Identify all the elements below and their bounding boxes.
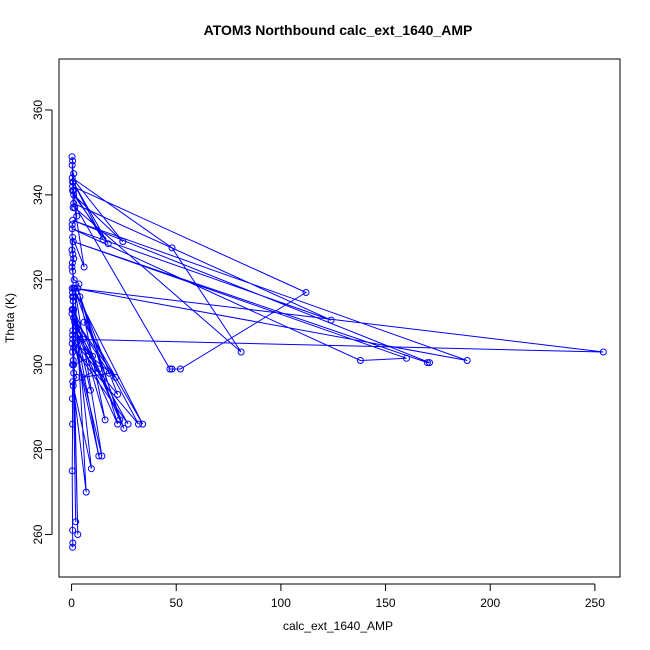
data-point	[327, 316, 335, 324]
y-axis-label: Theta (K)	[3, 293, 17, 343]
data-point	[74, 331, 82, 339]
data-point	[114, 420, 122, 428]
data-point	[124, 420, 132, 428]
data-point	[70, 255, 78, 263]
data-point	[356, 357, 364, 364]
data-point	[68, 340, 76, 347]
data-point	[70, 284, 78, 292]
data-point	[68, 263, 76, 271]
data-point	[68, 153, 76, 161]
data-point	[69, 378, 77, 386]
data-point	[599, 348, 607, 356]
data-point	[69, 182, 77, 190]
data-point	[68, 246, 76, 254]
data-point	[72, 518, 80, 526]
data-point	[302, 289, 310, 296]
data-point	[95, 365, 103, 373]
data-point	[72, 323, 80, 330]
data-point	[70, 314, 78, 322]
data-point	[101, 416, 109, 424]
data-point	[463, 357, 471, 364]
data-point	[68, 306, 76, 313]
data-point	[86, 386, 94, 394]
data-point	[69, 293, 77, 301]
y-tick-label: 360	[31, 100, 45, 120]
data-point	[87, 465, 95, 473]
data-point	[69, 526, 77, 534]
data-point	[426, 359, 433, 367]
data-point	[98, 452, 106, 460]
data-point	[69, 382, 77, 390]
data-point	[78, 373, 86, 381]
data-point	[69, 178, 77, 186]
data-point	[112, 373, 119, 381]
data-point	[69, 238, 77, 246]
x-axis-label: calc_ext_1640_AMP	[283, 619, 393, 633]
data-point	[70, 199, 78, 207]
data-point	[116, 416, 124, 424]
data-point	[68, 221, 76, 229]
data-point	[114, 390, 122, 398]
data-point	[74, 531, 82, 538]
series-line	[71, 185, 604, 370]
data-point	[70, 276, 78, 284]
x-tick-label: 150	[376, 596, 396, 610]
data-point	[69, 335, 77, 343]
data-point	[69, 157, 77, 165]
data-point	[68, 225, 76, 233]
data-point	[68, 174, 76, 182]
data-point	[70, 191, 78, 199]
series-line	[71, 177, 242, 535]
data-point	[76, 293, 84, 301]
data-point	[237, 348, 245, 356]
data-point	[168, 244, 176, 252]
data-point	[82, 488, 90, 496]
x-tick-label: 200	[480, 596, 500, 610]
data-point	[69, 543, 77, 551]
plot-frame	[58, 58, 621, 578]
data-point	[75, 280, 83, 288]
x-tick-label: 50	[170, 596, 184, 610]
data-point	[80, 318, 88, 326]
data-point	[69, 216, 77, 224]
data-point	[70, 361, 78, 369]
data-point	[105, 369, 113, 377]
chart-title: ATOM3 Northbound calc_ext_1640_AMP	[204, 22, 473, 38]
data-point	[70, 344, 78, 352]
data-point	[69, 331, 77, 339]
data-point	[69, 233, 77, 241]
data-point	[176, 365, 184, 373]
data-point	[70, 170, 78, 178]
y-tick-label: 320	[31, 269, 45, 289]
data-point	[68, 161, 76, 169]
data-point	[168, 365, 176, 373]
data-point	[120, 424, 128, 432]
data-point	[139, 420, 147, 428]
data-point	[80, 263, 88, 271]
x-tick-label: 0	[68, 596, 75, 610]
data-point	[69, 539, 77, 547]
data-point	[95, 452, 103, 460]
data-point	[135, 420, 142, 428]
y-tick-label: 340	[31, 185, 45, 205]
y-tick-label: 260	[31, 524, 45, 544]
data-point	[69, 187, 77, 195]
data-point	[403, 354, 410, 362]
data-point	[89, 352, 96, 360]
data-series	[68, 153, 607, 551]
x-tick-label: 250	[585, 596, 605, 610]
y-tick-label: 280	[31, 439, 45, 459]
data-point	[68, 395, 76, 403]
y-tick-label: 300	[31, 354, 45, 374]
data-point	[166, 365, 174, 373]
y-axis: 260 280 300 320 340 360	[31, 100, 53, 545]
data-point	[423, 359, 431, 367]
x-tick-label: 100	[271, 596, 291, 610]
x-axis: 0 50 100 150 200 250	[68, 583, 605, 610]
